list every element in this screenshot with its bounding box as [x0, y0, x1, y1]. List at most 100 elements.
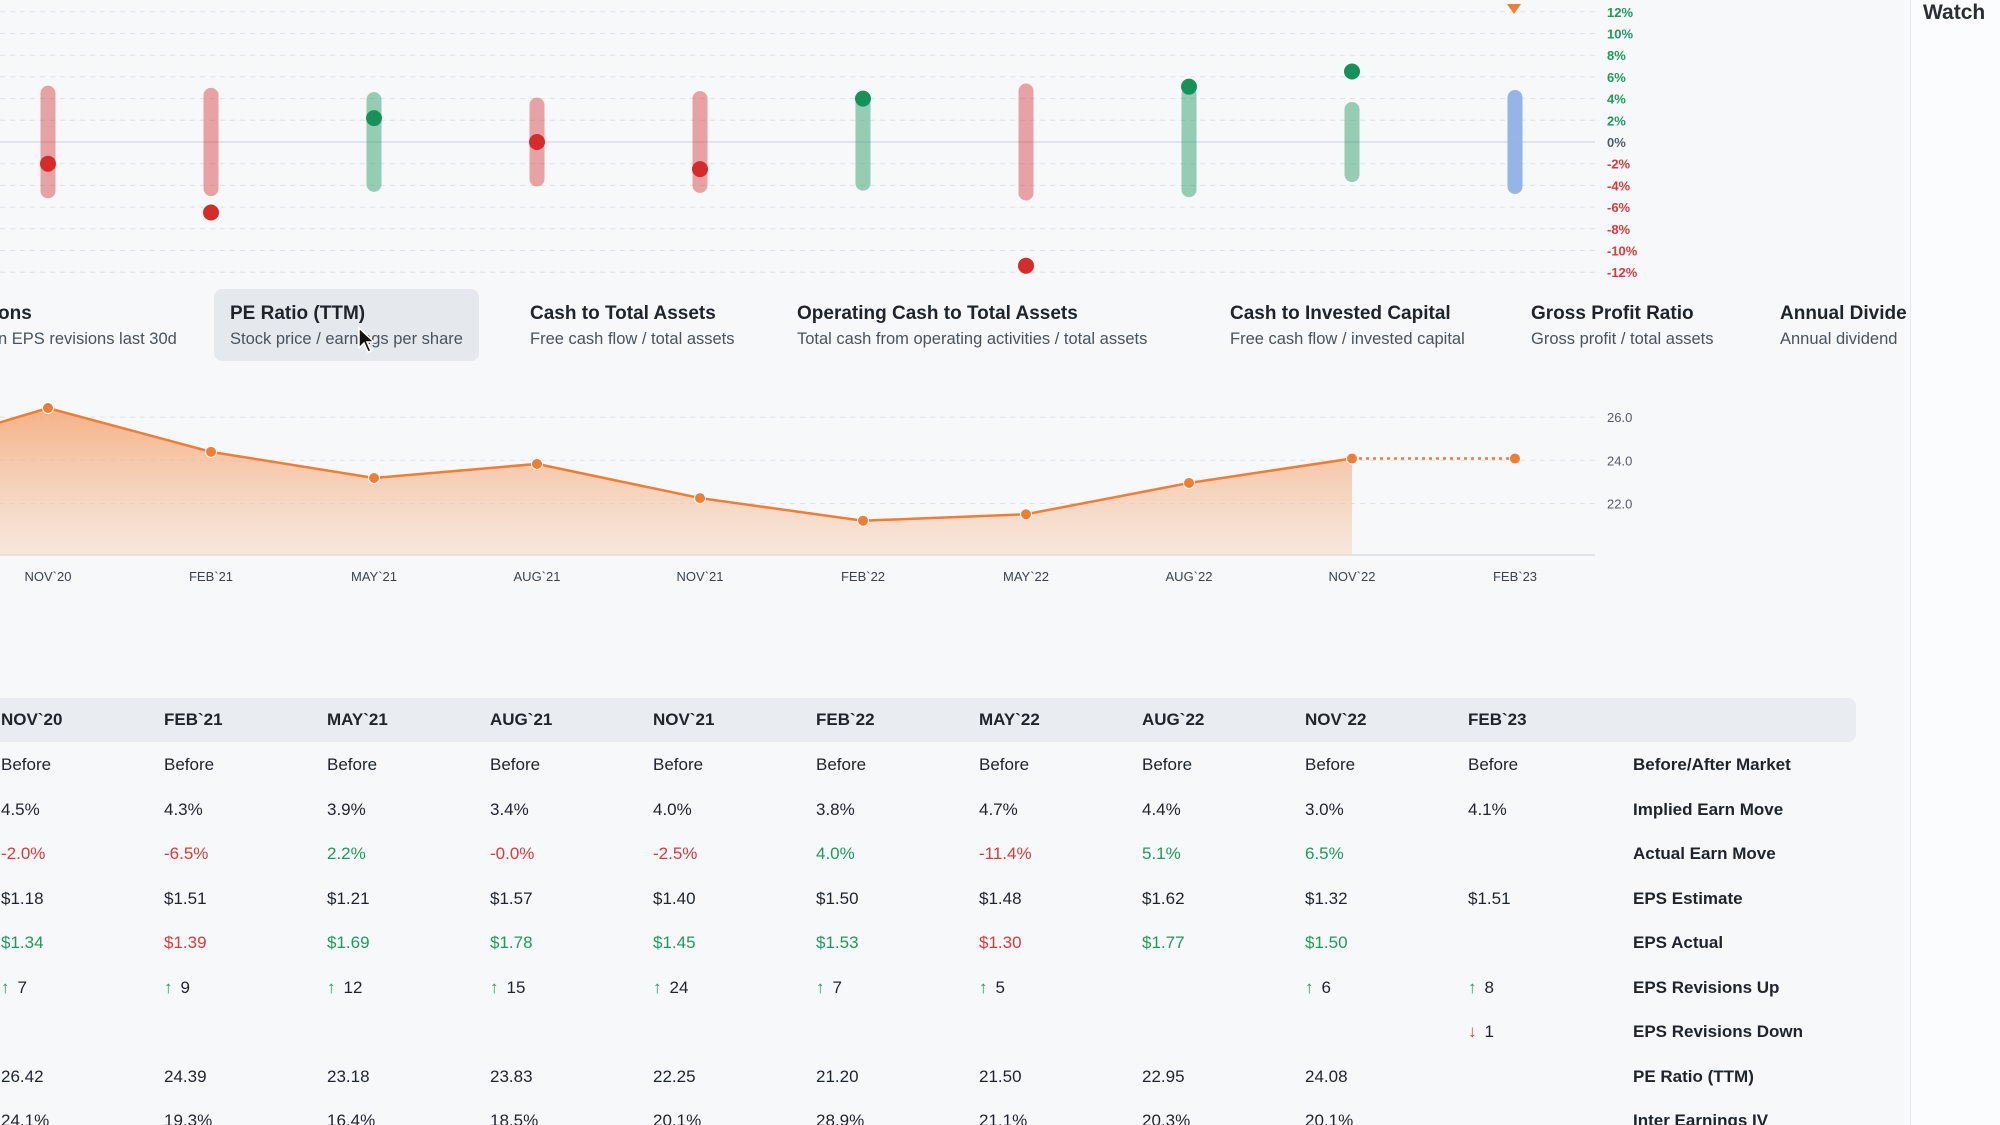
table-cell: 4.7% [979, 800, 1018, 820]
table-cell: $1.78 [490, 933, 533, 953]
cell-value: $1.39 [164, 933, 207, 952]
table-cell: $1.34 [1, 933, 44, 953]
metric-tab-annual-dividend[interactable]: Annual Divide Annual dividend [1764, 289, 1910, 361]
metric-tab-cash-to-total-assets[interactable]: Cash to Total Assets Free cash flow / to… [514, 289, 751, 361]
pe-data-point [1509, 452, 1521, 465]
metric-tab-cash-to-invested-capital[interactable]: Cash to Invested Capital Free cash flow … [1214, 289, 1481, 361]
actual-move-dot [1181, 78, 1197, 95]
table-cell: 3.0% [1305, 800, 1344, 820]
table-cell: 21.1% [979, 1111, 1027, 1125]
y-tick-label: 10% [1607, 27, 1633, 42]
table-cell: ↑ 9 [164, 978, 190, 998]
table-cell: 3.4% [490, 800, 529, 820]
pe-data-point [1020, 508, 1032, 521]
table-cell: $1.32 [1305, 889, 1348, 909]
cell-value: 4.0% [653, 799, 692, 819]
pe-data-point [42, 402, 54, 414]
metric-tab-desc: Stock price / earnings per share [230, 330, 463, 348]
metric-tab-pe-ratio[interactable]: PE Ratio (TTM) Stock price / earnings pe… [214, 289, 479, 361]
table-cell: 23.18 [327, 1067, 370, 1087]
cell-value: 4.7% [979, 799, 1018, 819]
cell-value: 7 [832, 977, 842, 997]
metric-tab-desc: n EPS revisions last 30d [0, 330, 177, 348]
table-cell: ↓ 1 [1468, 1022, 1494, 1042]
table-cell: -2.0% [1, 844, 45, 864]
row-label: Before/After Market [1633, 755, 1791, 774]
cell-value: 9 [180, 977, 190, 997]
arrow-down-icon: ↓ [1468, 1022, 1477, 1041]
table-cell: 24.08 [1305, 1067, 1348, 1087]
table-cell: $1.21 [327, 889, 370, 909]
cell-value: 21.50 [979, 1066, 1022, 1086]
y-tick-label: 26.0 [1607, 410, 1632, 425]
table-cell: Before [979, 755, 1029, 775]
cell-value: 4.5% [1, 799, 40, 819]
metric-tab-operating-cash[interactable]: Operating Cash to Total Assets Total cas… [781, 289, 1163, 361]
cell-value: Before [164, 755, 215, 774]
cell-value: Before [1305, 755, 1356, 774]
table-cell: 4.0% [653, 800, 692, 820]
x-tick-label: FEB`21 [189, 569, 233, 584]
metric-tab-eps-revisions[interactable]: ons n EPS revisions last 30d [0, 289, 193, 361]
table-cell: 21.20 [816, 1067, 859, 1087]
cell-value: 4.4% [1142, 799, 1181, 819]
metric-tab-desc: Free cash flow / invested capital [1230, 330, 1465, 348]
cell-value: -11.4% [979, 844, 1032, 863]
cell-value: Before [1142, 755, 1193, 774]
arrow-up-icon: ↑ [327, 977, 336, 997]
column-header: NOV`22 [1305, 710, 1367, 729]
arrow-up-icon: ↑ [1, 977, 10, 997]
metric-tab-gross-profit-ratio[interactable]: Gross Profit Ratio Gross profit / total … [1515, 289, 1729, 361]
earn-move-chart: 12% 10% 8% 6% 4% 2% 0% -2% -4% -6% -8% -10% -12% [0, 4, 1638, 280]
cell-value: 22.25 [653, 1066, 696, 1086]
x-tick-label: MAY`22 [1003, 569, 1049, 584]
mouse-cursor-icon [358, 326, 376, 353]
cell-value: 21.1% [979, 1111, 1028, 1125]
table-cell: 6.5% [1305, 844, 1344, 864]
table-cell: 4.1% [1468, 800, 1507, 820]
table-cell: -11.4% [979, 844, 1032, 864]
actual-move-dot [529, 134, 545, 150]
watch-label[interactable]: Watch [1923, 1, 1986, 24]
x-tick-label: NOV`22 [1329, 569, 1376, 584]
cell-value: 23.83 [490, 1066, 533, 1086]
cell-value: 5 [995, 977, 1005, 997]
arrow-up-icon: ↑ [164, 977, 173, 997]
cell-value: $1.51 [164, 888, 207, 908]
cell-value: 20.3% [1142, 1111, 1191, 1125]
actual-move-dot [855, 90, 871, 107]
cell-value: 15 [506, 977, 526, 997]
actual-move-dot [366, 110, 382, 127]
cell-value: $1.34 [1, 933, 44, 952]
arrow-up-icon: ↑ [979, 977, 988, 997]
table-cell: 2.2% [327, 844, 366, 864]
cell-value: $1.78 [490, 933, 533, 952]
metric-tab-desc: Annual dividend [1780, 330, 1898, 348]
cell-value: 24.08 [1305, 1066, 1348, 1086]
cell-value: $1.50 [816, 888, 859, 908]
metric-tab-title: PE Ratio (TTM) [230, 303, 366, 324]
table-cell: 16.4% [327, 1111, 375, 1125]
cell-value: 7 [17, 977, 27, 997]
table-cell: $1.48 [979, 889, 1022, 909]
table-header-row [0, 698, 1856, 742]
cell-value: 3.0% [1305, 799, 1344, 819]
table-cell: Before [327, 755, 377, 775]
cell-value: 20.1% [1305, 1111, 1354, 1125]
table-cell: ↑ 6 [1305, 978, 1331, 998]
metric-tab-title: ons [0, 303, 32, 324]
actual-move-dot [692, 161, 708, 178]
x-tick-label: FEB`22 [841, 569, 885, 584]
cell-value: $1.30 [979, 933, 1022, 952]
table-cell: Before [816, 755, 866, 775]
metric-tab-title: Operating Cash to Total Assets [797, 303, 1078, 324]
pe-data-point [1183, 476, 1195, 489]
table-cell: $1.45 [653, 933, 696, 953]
arrow-up-icon: ↑ [1305, 977, 1314, 997]
table-cell: Before [1305, 755, 1355, 775]
cell-value: Before [653, 755, 704, 774]
cell-value: -0.0% [490, 844, 535, 863]
metric-tab-desc: Free cash flow / total assets [530, 330, 735, 348]
table-cell: ↑ 12 [327, 978, 362, 998]
table-cell: $1.51 [1468, 889, 1511, 909]
